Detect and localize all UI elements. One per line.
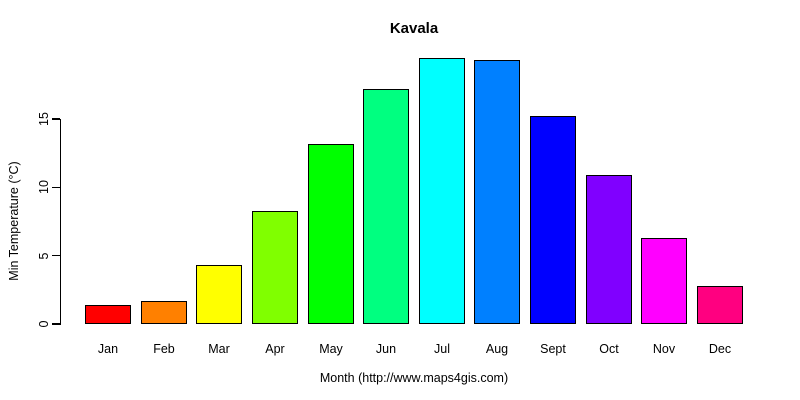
x-axis-label-nov: Nov — [652, 342, 676, 356]
x-axis-label-feb: Feb — [153, 342, 175, 356]
x-axis-label-aug: Aug — [485, 342, 509, 356]
bar-aug — [474, 60, 520, 324]
bar-jul — [419, 57, 465, 324]
bar-apr — [252, 210, 298, 324]
y-axis-tick-label: 5 — [37, 252, 51, 260]
bar-may — [308, 143, 354, 324]
x-axis-label-mar: Mar — [208, 342, 230, 356]
x-axis-title: Month (http://www.maps4gis.com) — [319, 371, 509, 385]
bar-mar — [196, 265, 242, 324]
y-axis-tick-label: 0 — [37, 320, 51, 328]
x-axis-label-oct: Oct — [599, 342, 619, 356]
bar-sept — [530, 116, 576, 324]
bar-feb — [141, 300, 187, 324]
y-axis-tick — [52, 254, 60, 257]
chart-title: Kavala — [389, 20, 439, 37]
y-axis-tick-label: 15 — [37, 112, 51, 126]
y-axis-tick — [52, 323, 60, 325]
y-axis-tick — [52, 118, 60, 120]
bar-oct — [586, 175, 632, 324]
bar-nov — [641, 237, 687, 324]
x-axis-label-jan: Jan — [97, 342, 119, 356]
bar-dec — [697, 285, 743, 324]
y-axis-tick-label: 10 — [37, 180, 51, 195]
x-axis-label-may: May — [319, 342, 343, 356]
bar-jun — [363, 88, 409, 324]
x-axis-label-jun: Jun — [375, 342, 397, 356]
x-axis-label-jul: Jul — [434, 342, 450, 356]
x-axis-label-apr: Apr — [265, 342, 285, 356]
x-axis-label-sept: Sept — [540, 342, 566, 356]
y-axis-line — [60, 119, 62, 325]
y-axis-tick — [52, 186, 60, 189]
y-axis-title: Min Temperature (°C) — [7, 161, 21, 281]
bar-jan — [85, 304, 131, 324]
x-axis-label-dec: Dec — [708, 342, 732, 356]
